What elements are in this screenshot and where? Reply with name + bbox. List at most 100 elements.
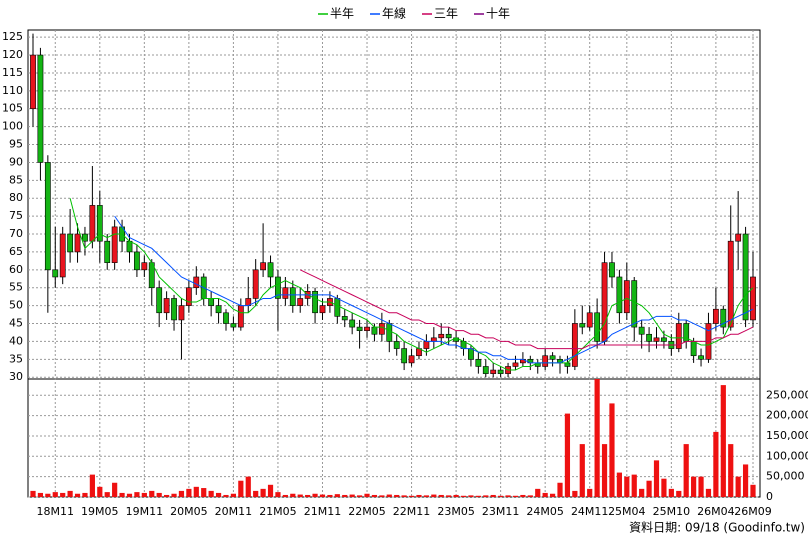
candle-body [364,326,370,331]
volume-bar [178,490,185,497]
volume-bar [260,488,266,497]
y-tick-label: 70 [9,227,23,240]
legend-label: 半年 [330,7,354,21]
volume-bar [750,484,756,497]
candle-body [185,287,192,306]
candle-body [698,355,704,360]
x-tick-label: 23M05 [437,505,475,518]
volume-bar [45,493,51,497]
volume-bar [520,494,526,497]
legend-label: 年線 [382,6,406,21]
volume-bar [639,488,645,497]
candle-body [631,280,638,328]
candle-body [341,316,348,321]
candle-body [223,312,229,324]
y2-tick-label: 200,000 [766,409,808,422]
legend-label: 十年 [486,7,510,21]
y2-tick-label: 150,000 [766,429,808,442]
x-tick-label: 22M11 [393,505,431,518]
volume-bar [742,464,749,497]
y-tick-label: 120 [2,48,23,61]
candle-body [542,355,549,367]
volume-bar [290,493,296,497]
ma-line [69,198,754,371]
y-tick-label: 75 [9,209,23,222]
candle-body [111,226,118,263]
volume-bar [305,494,311,497]
y-tick-label: 85 [9,173,23,186]
x-tick-label: 18M11 [37,505,75,518]
volume-bar [297,494,303,497]
candle-body [193,276,200,289]
candle-body [408,355,415,364]
ma-line [299,269,754,350]
volume-bar [37,492,44,497]
candle-body [490,369,497,374]
volume-bar [646,480,652,497]
candle-body [742,233,749,321]
volume-bar [149,490,155,497]
candle-body [74,233,81,253]
volume-bar [89,474,95,497]
volume-bar [223,494,229,497]
volume-bar [483,495,489,497]
y-tick-label: 40 [9,334,23,347]
volume-bar [416,494,422,497]
legend-label: 三年 [434,7,458,21]
candle-body [661,337,667,342]
candle-body [104,240,111,263]
y-tick-label: 60 [9,263,23,276]
candle-body [430,337,437,342]
volume-bar [112,482,118,497]
candle-body [89,205,96,242]
candle-body [319,305,326,314]
candle-body [215,305,222,314]
volume-bar [30,490,36,497]
candle-body [712,308,719,324]
candle-body [349,319,356,328]
candle-body [178,305,185,321]
volume-bar [342,494,348,497]
candle-body [312,291,318,314]
candle-body [30,54,36,110]
y-tick-label: 80 [9,191,23,204]
volume-bar [572,490,578,497]
volume-bar [208,490,214,497]
volume-bar [601,444,608,497]
candle-body [609,262,615,278]
candle-body [653,337,660,342]
volume-bar [408,495,415,497]
volume-bar [535,488,541,497]
volume-bar [542,492,548,497]
candle-body [371,326,378,335]
candle-body [638,326,645,335]
volume-bar [527,495,533,497]
candle-body [141,262,148,271]
candle-body [156,287,163,314]
candle-body [423,341,430,349]
y-tick-label: 90 [9,155,23,168]
volume-bar [164,494,170,497]
volume-bar [498,495,504,497]
candle-body [134,251,140,271]
candle-body [594,312,601,342]
y-tick-label: 35 [9,352,23,365]
x-tick-label: 19M11 [126,505,164,518]
y-tick-label: 100 [2,120,23,133]
candle-body [468,348,474,360]
x-tick-label: 21M11 [304,505,342,518]
y-tick-label: 95 [9,138,23,151]
y-tick-label: 55 [9,281,23,294]
volume-bar [453,494,459,497]
volume-bar [253,490,259,497]
volume-bar [460,495,467,497]
candle-body [37,54,44,163]
volume-bar [720,385,726,497]
y-tick-label: 110 [2,84,23,97]
volume-bar [609,403,615,497]
candle-body [126,240,133,253]
y-tick-label: 65 [9,245,23,258]
candle-body [44,162,51,271]
volume-bar [171,493,177,497]
volume-bar [349,494,355,497]
